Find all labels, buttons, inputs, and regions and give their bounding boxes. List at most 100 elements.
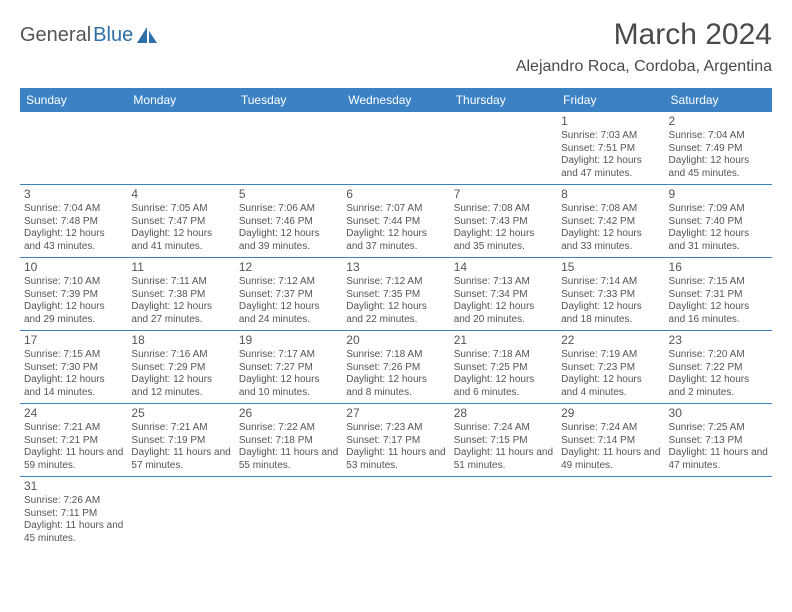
sunrise-line: Sunrise: 7:04 AM <box>24 203 123 216</box>
sunrise-line: Sunrise: 7:19 AM <box>561 349 660 362</box>
sunrise-line: Sunrise: 7:15 AM <box>669 276 768 289</box>
sunrise-line: Sunrise: 7:14 AM <box>561 276 660 289</box>
calendar-cell: 5Sunrise: 7:06 AMSunset: 7:46 PMDaylight… <box>235 185 342 258</box>
day-number: 5 <box>239 187 338 202</box>
calendar-row: 10Sunrise: 7:10 AMSunset: 7:39 PMDayligh… <box>20 258 772 331</box>
sunrise-line: Sunrise: 7:08 AM <box>561 203 660 216</box>
calendar-cell-empty <box>235 477 342 550</box>
sunset-line: Sunset: 7:15 PM <box>454 435 553 448</box>
calendar-cell: 30Sunrise: 7:25 AMSunset: 7:13 PMDayligh… <box>665 404 772 477</box>
day-header: Saturday <box>665 88 772 112</box>
calendar-cell: 12Sunrise: 7:12 AMSunset: 7:37 PMDayligh… <box>235 258 342 331</box>
calendar-cell: 3Sunrise: 7:04 AMSunset: 7:48 PMDaylight… <box>20 185 127 258</box>
calendar-cell: 13Sunrise: 7:12 AMSunset: 7:35 PMDayligh… <box>342 258 449 331</box>
sunset-line: Sunset: 7:13 PM <box>669 435 768 448</box>
sunrise-line: Sunrise: 7:18 AM <box>346 349 445 362</box>
sunset-line: Sunset: 7:44 PM <box>346 216 445 229</box>
sunrise-line: Sunrise: 7:03 AM <box>561 130 660 143</box>
daylight-line: Daylight: 12 hours and 43 minutes. <box>24 228 123 253</box>
calendar-cell: 21Sunrise: 7:18 AMSunset: 7:25 PMDayligh… <box>450 331 557 404</box>
sunset-line: Sunset: 7:33 PM <box>561 289 660 302</box>
daylight-line: Daylight: 12 hours and 47 minutes. <box>561 155 660 180</box>
sunrise-line: Sunrise: 7:15 AM <box>24 349 123 362</box>
calendar-table: SundayMondayTuesdayWednesdayThursdayFrid… <box>20 88 772 549</box>
sunset-line: Sunset: 7:25 PM <box>454 362 553 375</box>
calendar-cell: 7Sunrise: 7:08 AMSunset: 7:43 PMDaylight… <box>450 185 557 258</box>
day-number: 7 <box>454 187 553 202</box>
daylight-line: Daylight: 12 hours and 29 minutes. <box>24 301 123 326</box>
day-number: 23 <box>669 333 768 348</box>
day-number: 12 <box>239 260 338 275</box>
day-number: 28 <box>454 406 553 421</box>
day-number: 1 <box>561 114 660 129</box>
day-number: 10 <box>24 260 123 275</box>
calendar-row: 3Sunrise: 7:04 AMSunset: 7:48 PMDaylight… <box>20 185 772 258</box>
calendar-cell-empty <box>342 477 449 550</box>
calendar-cell: 29Sunrise: 7:24 AMSunset: 7:14 PMDayligh… <box>557 404 664 477</box>
day-header: Monday <box>127 88 234 112</box>
calendar-cell-empty <box>20 112 127 185</box>
calendar-cell: 6Sunrise: 7:07 AMSunset: 7:44 PMDaylight… <box>342 185 449 258</box>
sunset-line: Sunset: 7:11 PM <box>24 508 123 521</box>
day-header: Tuesday <box>235 88 342 112</box>
day-number: 16 <box>669 260 768 275</box>
day-number: 11 <box>131 260 230 275</box>
sunrise-line: Sunrise: 7:06 AM <box>239 203 338 216</box>
daylight-line: Daylight: 12 hours and 10 minutes. <box>239 374 338 399</box>
daylight-line: Daylight: 11 hours and 59 minutes. <box>24 447 123 472</box>
sunset-line: Sunset: 7:38 PM <box>131 289 230 302</box>
calendar-row: 1Sunrise: 7:03 AMSunset: 7:51 PMDaylight… <box>20 112 772 185</box>
day-header: Wednesday <box>342 88 449 112</box>
calendar-cell: 9Sunrise: 7:09 AMSunset: 7:40 PMDaylight… <box>665 185 772 258</box>
sunrise-line: Sunrise: 7:11 AM <box>131 276 230 289</box>
sunset-line: Sunset: 7:43 PM <box>454 216 553 229</box>
sunrise-line: Sunrise: 7:05 AM <box>131 203 230 216</box>
page-header: GeneralBlue March 2024 Alejandro Roca, C… <box>20 18 772 84</box>
calendar-cell: 31Sunrise: 7:26 AMSunset: 7:11 PMDayligh… <box>20 477 127 550</box>
calendar-cell: 23Sunrise: 7:20 AMSunset: 7:22 PMDayligh… <box>665 331 772 404</box>
sunrise-line: Sunrise: 7:18 AM <box>454 349 553 362</box>
day-number: 13 <box>346 260 445 275</box>
calendar-cell-empty <box>127 477 234 550</box>
daylight-line: Daylight: 12 hours and 14 minutes. <box>24 374 123 399</box>
brand-blue-text: Blue <box>93 24 133 47</box>
calendar-cell: 1Sunrise: 7:03 AMSunset: 7:51 PMDaylight… <box>557 112 664 185</box>
day-number: 19 <box>239 333 338 348</box>
calendar-row: 31Sunrise: 7:26 AMSunset: 7:11 PMDayligh… <box>20 477 772 550</box>
day-number: 2 <box>669 114 768 129</box>
sunrise-line: Sunrise: 7:23 AM <box>346 422 445 435</box>
calendar-cell: 26Sunrise: 7:22 AMSunset: 7:18 PMDayligh… <box>235 404 342 477</box>
daylight-line: Daylight: 11 hours and 47 minutes. <box>669 447 768 472</box>
sunset-line: Sunset: 7:23 PM <box>561 362 660 375</box>
daylight-line: Daylight: 12 hours and 6 minutes. <box>454 374 553 399</box>
sunrise-line: Sunrise: 7:25 AM <box>669 422 768 435</box>
day-number: 9 <box>669 187 768 202</box>
daylight-line: Daylight: 12 hours and 35 minutes. <box>454 228 553 253</box>
day-number: 21 <box>454 333 553 348</box>
calendar-cell: 4Sunrise: 7:05 AMSunset: 7:47 PMDaylight… <box>127 185 234 258</box>
calendar-body: 1Sunrise: 7:03 AMSunset: 7:51 PMDaylight… <box>20 112 772 549</box>
calendar-cell: 22Sunrise: 7:19 AMSunset: 7:23 PMDayligh… <box>557 331 664 404</box>
daylight-line: Daylight: 12 hours and 33 minutes. <box>561 228 660 253</box>
day-number: 3 <box>24 187 123 202</box>
daylight-line: Daylight: 11 hours and 45 minutes. <box>24 520 123 545</box>
sunset-line: Sunset: 7:29 PM <box>131 362 230 375</box>
calendar-cell: 28Sunrise: 7:24 AMSunset: 7:15 PMDayligh… <box>450 404 557 477</box>
day-number: 20 <box>346 333 445 348</box>
daylight-line: Daylight: 12 hours and 24 minutes. <box>239 301 338 326</box>
sunset-line: Sunset: 7:26 PM <box>346 362 445 375</box>
sunset-line: Sunset: 7:42 PM <box>561 216 660 229</box>
daylight-line: Daylight: 12 hours and 31 minutes. <box>669 228 768 253</box>
month-title: March 2024 <box>516 18 772 52</box>
day-number: 24 <box>24 406 123 421</box>
calendar-cell-empty <box>127 112 234 185</box>
sunset-line: Sunset: 7:19 PM <box>131 435 230 448</box>
sunset-line: Sunset: 7:47 PM <box>131 216 230 229</box>
calendar-cell: 17Sunrise: 7:15 AMSunset: 7:30 PMDayligh… <box>20 331 127 404</box>
sunset-line: Sunset: 7:39 PM <box>24 289 123 302</box>
day-header: Thursday <box>450 88 557 112</box>
sunset-line: Sunset: 7:34 PM <box>454 289 553 302</box>
day-number: 31 <box>24 479 123 494</box>
calendar-cell-empty <box>665 477 772 550</box>
calendar-cell: 19Sunrise: 7:17 AMSunset: 7:27 PMDayligh… <box>235 331 342 404</box>
